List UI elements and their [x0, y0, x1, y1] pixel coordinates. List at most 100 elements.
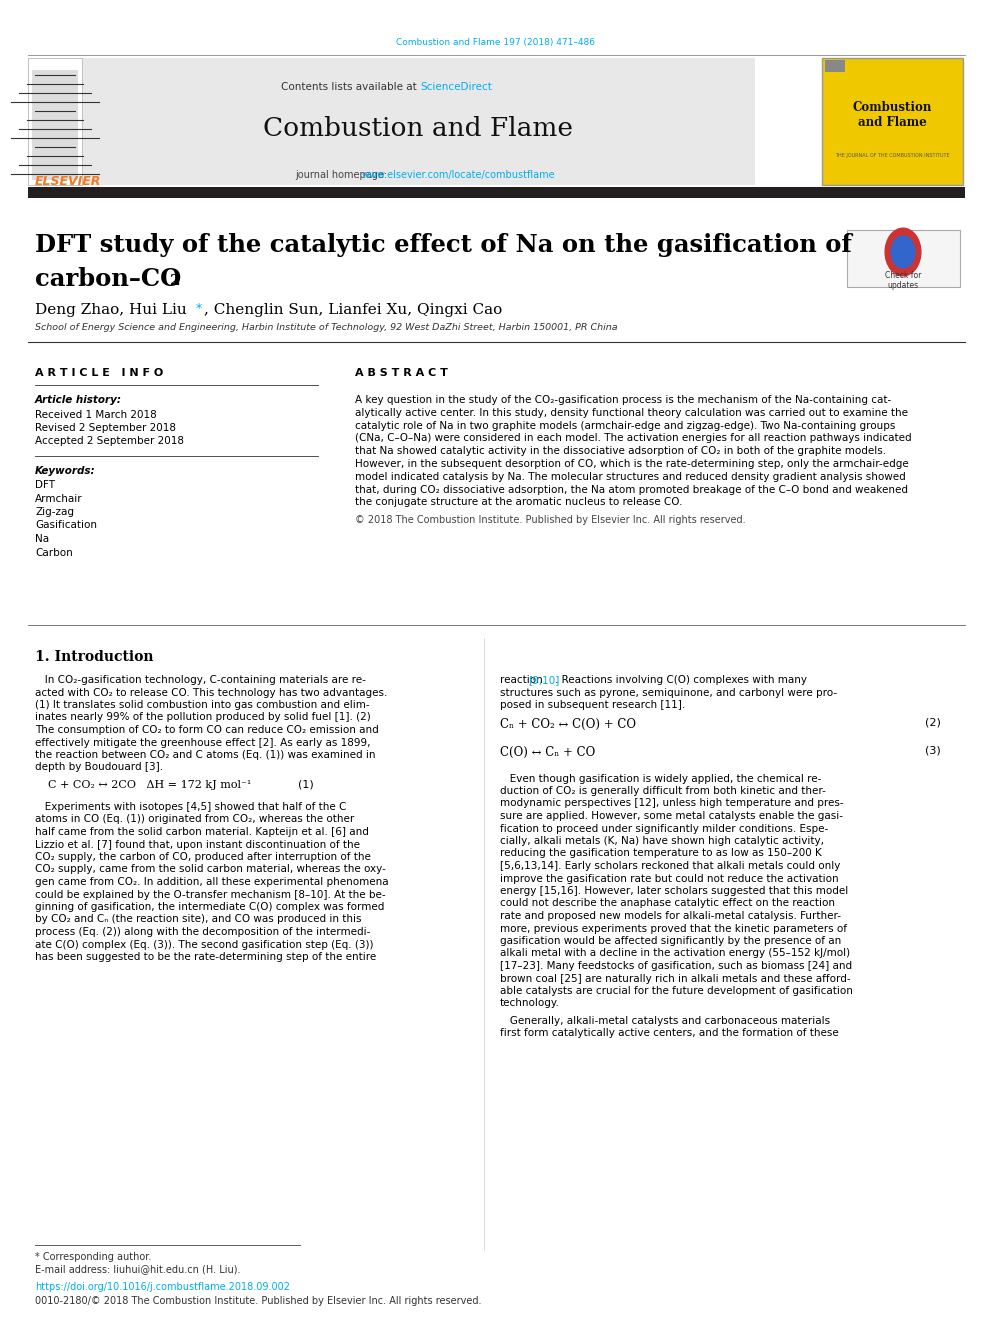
Text: A B S T R A C T: A B S T R A C T: [355, 368, 447, 378]
Text: Article history:: Article history:: [35, 396, 122, 405]
Text: Experiments with isotopes [4,5] showed that half of the C: Experiments with isotopes [4,5] showed t…: [35, 802, 346, 812]
Text: fication to proceed under significantly milder conditions. Espe-: fication to proceed under significantly …: [500, 823, 828, 833]
Bar: [28, 187, 965, 198]
Text: ScienceDirect: ScienceDirect: [420, 82, 492, 93]
Text: gen came from CO₂. In addition, all these experimental phenomena: gen came from CO₂. In addition, all thes…: [35, 877, 389, 886]
Text: Even though gasification is widely applied, the chemical re-: Even though gasification is widely appli…: [500, 774, 821, 783]
Bar: [825, 60, 845, 71]
Text: *: *: [196, 302, 202, 315]
Text: However, in the subsequent desorption of CO, which is the rate-determining step,: However, in the subsequent desorption of…: [355, 459, 909, 468]
Text: (1): (1): [298, 781, 313, 790]
Bar: [28, 58, 82, 185]
Text: In CO₂-gasification technology, C-containing materials are re-: In CO₂-gasification technology, C-contai…: [35, 675, 366, 685]
Text: . Reactions involving C(O) complexes with many: . Reactions involving C(O) complexes wit…: [555, 675, 807, 685]
Text: (1) It translates solid combustion into gas combustion and elim-: (1) It translates solid combustion into …: [35, 700, 370, 710]
Text: brown coal [25] are naturally rich in alkali metals and these afford-: brown coal [25] are naturally rich in al…: [500, 974, 850, 983]
Text: www.elsevier.com/locate/combustflame: www.elsevier.com/locate/combustflame: [362, 169, 556, 180]
Text: first form catalytically active centers, and the formation of these: first form catalytically active centers,…: [500, 1028, 839, 1039]
Text: The consumption of CO₂ to form CO can reduce CO₂ emission and: The consumption of CO₂ to form CO can re…: [35, 725, 379, 736]
Text: alkali metal with a decline in the activation energy (55–152 kJ/mol): alkali metal with a decline in the activ…: [500, 949, 850, 958]
Text: modynamic perspectives [12], unless high temperature and pres-: modynamic perspectives [12], unless high…: [500, 799, 843, 808]
Text: able catalysts are crucial for the future development of gasification: able catalysts are crucial for the futur…: [500, 986, 853, 996]
Text: Combustion and Flame 197 (2018) 471–486: Combustion and Flame 197 (2018) 471–486: [397, 38, 595, 48]
Text: Received 1 March 2018: Received 1 March 2018: [35, 410, 157, 419]
Text: Keywords:: Keywords:: [35, 466, 95, 476]
Circle shape: [885, 228, 921, 275]
Text: (3): (3): [925, 745, 940, 755]
Text: cially, alkali metals (K, Na) have shown high catalytic activity,: cially, alkali metals (K, Na) have shown…: [500, 836, 824, 845]
Text: (2): (2): [925, 717, 940, 728]
Text: E-mail address: liuhui@hit.edu.cn (H. Liu).: E-mail address: liuhui@hit.edu.cn (H. Li…: [35, 1263, 240, 1274]
Bar: [847, 230, 960, 287]
Text: [17–23]. Many feedstocks of gasification, such as biomass [24] and: [17–23]. Many feedstocks of gasification…: [500, 960, 852, 971]
Text: reaction: reaction: [500, 675, 546, 685]
Text: A key question in the study of the CO₂-gasification process is the mechanism of : A key question in the study of the CO₂-g…: [355, 396, 891, 405]
Text: half came from the solid carbon material. Kapteijn et al. [6] and: half came from the solid carbon material…: [35, 827, 369, 837]
Text: reducing the gasification temperature to as low as 150–200 K: reducing the gasification temperature to…: [500, 848, 821, 859]
Text: THE JOURNAL OF THE COMBUSTION INSTITUTE: THE JOURNAL OF THE COMBUSTION INSTITUTE: [834, 152, 949, 157]
Text: Armchair: Armchair: [35, 493, 82, 504]
Text: inates nearly 99% of the pollution produced by solid fuel [1]. (2): inates nearly 99% of the pollution produ…: [35, 713, 371, 722]
Text: Deng Zhao, Hui Liu: Deng Zhao, Hui Liu: [35, 303, 186, 318]
Text: (CNa, C–O–Na) were considered in each model. The activation energies for all rea: (CNa, C–O–Na) were considered in each mo…: [355, 434, 912, 443]
Text: the reaction between CO₂ and C atoms (Eq. (1)) was examined in: the reaction between CO₂ and C atoms (Eq…: [35, 750, 376, 759]
Text: , Chenglin Sun, Lianfei Xu, Qingxi Cao: , Chenglin Sun, Lianfei Xu, Qingxi Cao: [204, 303, 502, 318]
Text: that Na showed catalytic activity in the dissociative adsorption of CO₂ in both : that Na showed catalytic activity in the…: [355, 446, 886, 456]
Text: Revised 2 September 2018: Revised 2 September 2018: [35, 423, 176, 433]
Circle shape: [891, 235, 915, 267]
Text: carbon–CO: carbon–CO: [35, 267, 182, 291]
Text: CO₂ supply, came from the solid carbon material, whereas the oxy-: CO₂ supply, came from the solid carbon m…: [35, 864, 386, 875]
Text: Contents lists available at: Contents lists available at: [281, 82, 420, 93]
Text: has been suggested to be the rate-determining step of the entire: has been suggested to be the rate-determ…: [35, 953, 376, 962]
Text: Combustion
and Flame: Combustion and Flame: [852, 101, 931, 130]
Text: by CO₂ and Cₙ (the reaction site), and CO was produced in this: by CO₂ and Cₙ (the reaction site), and C…: [35, 914, 361, 925]
Text: sure are applied. However, some metal catalysts enable the gasi-: sure are applied. However, some metal ca…: [500, 811, 843, 822]
Text: * Corresponding author.: * Corresponding author.: [35, 1252, 152, 1262]
Text: Check for
updates: Check for updates: [885, 271, 922, 291]
Text: 2: 2: [170, 274, 181, 288]
Text: C(O) ↔ Cₙ + CO: C(O) ↔ Cₙ + CO: [500, 745, 595, 758]
Text: technology.: technology.: [500, 999, 559, 1008]
Text: C + CO₂ ↔ 2CO   ΔH = 172 kJ mol⁻¹: C + CO₂ ↔ 2CO ΔH = 172 kJ mol⁻¹: [48, 781, 251, 790]
Text: DFT study of the catalytic effect of Na on the gasification of: DFT study of the catalytic effect of Na …: [35, 233, 852, 257]
Text: CO₂ supply, the carbon of CO, produced after interruption of the: CO₂ supply, the carbon of CO, produced a…: [35, 852, 371, 863]
Bar: [822, 58, 963, 185]
Text: acted with CO₂ to release CO. This technology has two advantages.: acted with CO₂ to release CO. This techn…: [35, 688, 387, 697]
Text: ate C(O) complex (Eq. (3)). The second gasification step (Eq. (3)): ate C(O) complex (Eq. (3)). The second g…: [35, 939, 374, 950]
Text: Combustion and Flame: Combustion and Flame: [263, 115, 573, 140]
Text: more, previous experiments proved that the kinetic parameters of: more, previous experiments proved that t…: [500, 923, 847, 934]
Text: Gasification: Gasification: [35, 520, 97, 531]
Text: improve the gasification rate but could not reduce the activation: improve the gasification rate but could …: [500, 873, 838, 884]
Text: [5,6,13,14]. Early scholars reckoned that alkali metals could only: [5,6,13,14]. Early scholars reckoned tha…: [500, 861, 840, 871]
Text: the conjugate structure at the aromatic nucleus to release CO.: the conjugate structure at the aromatic …: [355, 497, 682, 508]
Text: ELSEVIER: ELSEVIER: [35, 175, 101, 188]
Text: alytically active center. In this study, density functional theory calculation w: alytically active center. In this study,…: [355, 407, 908, 418]
Bar: [80, 58, 755, 185]
Text: Carbon: Carbon: [35, 548, 72, 557]
Text: could not describe the anaphase catalytic effect on the reaction: could not describe the anaphase catalyti…: [500, 898, 835, 909]
Text: energy [15,16]. However, later scholars suggested that this model: energy [15,16]. However, later scholars …: [500, 886, 848, 896]
Text: Cₙ + CO₂ ↔ C(O) + CO: Cₙ + CO₂ ↔ C(O) + CO: [500, 717, 636, 730]
Text: that, during CO₂ dissociative adsorption, the Na atom promoted breakage of the C: that, during CO₂ dissociative adsorption…: [355, 484, 908, 495]
Text: Generally, alkali-metal catalysts and carbonaceous materials: Generally, alkali-metal catalysts and ca…: [500, 1016, 830, 1027]
Text: [9,10]: [9,10]: [528, 675, 559, 685]
Text: gasification would be affected significantly by the presence of an: gasification would be affected significa…: [500, 935, 841, 946]
Text: A R T I C L E   I N F O: A R T I C L E I N F O: [35, 368, 164, 378]
Text: catalytic role of Na in two graphite models (armchair-edge and zigzag-edge). Two: catalytic role of Na in two graphite mod…: [355, 421, 896, 430]
Text: journal homepage:: journal homepage:: [295, 169, 390, 180]
Text: Lizzio et al. [7] found that, upon instant discontinuation of the: Lizzio et al. [7] found that, upon insta…: [35, 840, 360, 849]
Text: process (Eq. (2)) along with the decomposition of the intermedi-: process (Eq. (2)) along with the decompo…: [35, 927, 370, 937]
Text: 1. Introduction: 1. Introduction: [35, 650, 154, 664]
Text: https://doi.org/10.1016/j.combustflame.2018.09.002: https://doi.org/10.1016/j.combustflame.2…: [35, 1282, 290, 1293]
Text: effectively mitigate the greenhouse effect [2]. As early as 1899,: effectively mitigate the greenhouse effe…: [35, 737, 370, 747]
Text: structures such as pyrone, semiquinone, and carbonyl were pro-: structures such as pyrone, semiquinone, …: [500, 688, 837, 697]
Text: atoms in CO (Eq. (1)) originated from CO₂, whereas the other: atoms in CO (Eq. (1)) originated from CO…: [35, 815, 354, 824]
Text: duction of CO₂ is generally difficult from both kinetic and ther-: duction of CO₂ is generally difficult fr…: [500, 786, 826, 796]
Text: Accepted 2 September 2018: Accepted 2 September 2018: [35, 437, 184, 446]
Text: rate and proposed new models for alkali-metal catalysis. Further-: rate and proposed new models for alkali-…: [500, 912, 841, 921]
Text: Na: Na: [35, 534, 50, 544]
Text: depth by Boudouard [3].: depth by Boudouard [3].: [35, 762, 163, 773]
Text: could be explained by the O-transfer mechanism [8–10]. At the be-: could be explained by the O-transfer mec…: [35, 889, 386, 900]
Bar: [32, 70, 78, 180]
Text: School of Energy Science and Engineering, Harbin Institute of Technology, 92 Wes: School of Energy Science and Engineering…: [35, 323, 618, 332]
